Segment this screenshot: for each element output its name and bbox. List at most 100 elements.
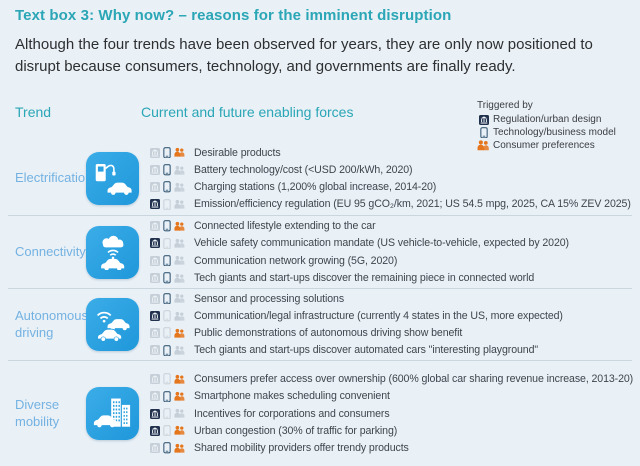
enabling-force-item: Sensor and processing solutions <box>149 290 632 307</box>
enabling-force-item: Charging stations (1,200% global increas… <box>149 179 632 196</box>
enabling-force-item: Shared mobility providers offer trendy p… <box>149 439 633 456</box>
city-buildings-car-icon <box>86 387 139 440</box>
technology-icon <box>163 237 171 250</box>
page-title: Text box 3: Why now? – reasons for the i… <box>15 7 452 24</box>
enabling-force-text: Public demonstrations of autonomous driv… <box>194 327 463 340</box>
regulation-icon <box>149 293 160 304</box>
consumer-icon <box>174 238 185 249</box>
consumer-icon <box>174 374 185 385</box>
legend-item-label: Regulation/urban design <box>493 114 602 125</box>
regulation-icon <box>149 272 160 283</box>
consumer-icon <box>174 255 185 266</box>
consumer-icon <box>174 182 185 193</box>
enabling-force-text: Smartphone makes scheduling convenient <box>194 390 390 403</box>
trend-label: Electrification <box>15 170 93 186</box>
legend-item: Technology/business model <box>477 126 637 139</box>
enabling-force-item: Connected lifestyle extending to the car <box>149 218 632 235</box>
enabling-force-text: Connected lifestyle extending to the car <box>194 220 376 233</box>
column-header-forces: Current and future enabling forces <box>141 104 354 120</box>
regulation-icon <box>149 442 160 453</box>
consumer-icon <box>174 408 185 419</box>
legend-item: Regulation/urban design <box>477 113 637 126</box>
connected-car-cloud-icon <box>86 225 139 279</box>
enabling-force-item: Smartphone makes scheduling convenient <box>149 388 633 405</box>
enabling-force-text: Incentives for corporations and consumer… <box>194 407 390 420</box>
enabling-force-item: Desirable products <box>149 144 632 161</box>
regulation-icon <box>149 310 160 321</box>
technology-icon <box>163 254 171 267</box>
regulation-icon <box>149 221 160 232</box>
technology-icon <box>163 181 171 193</box>
technology-icon <box>163 147 171 159</box>
consumer-icon <box>174 311 185 322</box>
autonomous-cars-wifi-icon <box>86 298 139 351</box>
enabling-force-text: Desirable products <box>194 146 281 159</box>
enabling-force-item: Tech giants and start-ups discover autom… <box>149 342 632 359</box>
trend-label: Autonomous driving <box>15 307 88 340</box>
regulation-icon <box>149 374 160 385</box>
technology-icon <box>163 327 171 339</box>
enabling-forces-list: Consumers prefer access over ownership (… <box>139 371 633 457</box>
consumer-icon <box>174 328 185 339</box>
technology-icon <box>477 126 490 139</box>
enabling-force-text: Shared mobility providers offer trendy p… <box>194 441 409 454</box>
enabling-force-text: Tech giants and start-ups discover the r… <box>194 271 535 284</box>
enabling-force-item: Tech giants and start-ups discover the r… <box>149 269 632 286</box>
regulation-icon <box>149 391 160 402</box>
enabling-force-item: Consumers prefer access over ownership (… <box>149 371 633 388</box>
technology-icon <box>163 164 171 176</box>
trend-row-electrification: Electrification Desirable products Batte… <box>8 142 632 215</box>
trend-label: Diverse mobility <box>15 396 60 429</box>
enabling-force-text: Charging stations (1,200% global increas… <box>194 181 437 194</box>
ev-charging-station-icon <box>86 152 139 205</box>
trend-label: Connectivity <box>15 243 86 259</box>
legend-item-label: Technology/business model <box>493 127 616 138</box>
regulation-icon <box>149 182 160 193</box>
trend-row-connectivity: Connectivity Connected lifestyle extendi… <box>8 215 632 288</box>
consumer-icon <box>174 345 185 356</box>
consumer-icon <box>174 425 185 436</box>
consumer-icon <box>174 221 185 232</box>
consumer-icon <box>477 140 490 151</box>
enabling-forces-list: Connected lifestyle extending to the car… <box>139 218 632 287</box>
enabling-forces-list: Sensor and processing solutions Communic… <box>139 290 632 359</box>
regulation-icon <box>149 255 160 266</box>
enabling-force-item: Urban congestion (30% of traffic for par… <box>149 422 633 439</box>
regulation-icon <box>149 199 160 210</box>
technology-icon <box>163 442 171 454</box>
enabling-force-text: Consumers prefer access over ownership (… <box>194 373 634 386</box>
technology-icon <box>163 198 171 211</box>
consumer-icon <box>174 147 185 158</box>
consumer-icon <box>174 273 185 284</box>
enabling-force-item: Communication network growing (5G, 2020) <box>149 252 632 269</box>
technology-icon <box>163 425 171 437</box>
enabling-force-item: Communication/legal infrastructure (curr… <box>149 307 632 324</box>
consumer-icon <box>174 165 185 176</box>
enabling-force-item: Public demonstrations of autonomous driv… <box>149 325 632 342</box>
technology-icon <box>163 390 171 403</box>
technology-icon <box>163 407 171 420</box>
enabling-force-text: Sensor and processing solutions <box>194 292 345 305</box>
consumer-icon <box>174 293 185 304</box>
enabling-force-item: Battery technology/cost (<USD 200/kWh, 2… <box>149 161 632 178</box>
legend-title: Triggered by <box>477 100 533 111</box>
legend-item: Consumer preferences <box>477 139 637 152</box>
regulation-icon <box>149 408 160 419</box>
technology-icon <box>163 220 171 232</box>
regulation-icon <box>149 328 160 339</box>
regulation-icon <box>149 238 160 249</box>
enabling-force-item: Vehicle safety communication mandate (US… <box>149 235 632 252</box>
consumer-icon <box>174 391 185 402</box>
trend-row-diverse-mobility: Diverse mobility Consumers prefer access… <box>8 360 633 466</box>
legend: Triggered by Regulation/urban design Tec… <box>477 100 637 152</box>
technology-icon <box>163 373 171 385</box>
regulation-icon <box>149 147 160 158</box>
trend-row-autonomous-driving: Autonomous driving Sensor and processing… <box>8 288 632 360</box>
enabling-force-item: Emission/efficiency regulation (EU 95 gC… <box>149 196 632 213</box>
technology-icon <box>163 344 171 357</box>
enabling-forces-list: Desirable products Battery technology/co… <box>139 144 632 213</box>
technology-icon <box>163 310 171 322</box>
intro-text: Although the four trends have been obser… <box>15 36 593 76</box>
consumer-icon <box>174 199 185 210</box>
